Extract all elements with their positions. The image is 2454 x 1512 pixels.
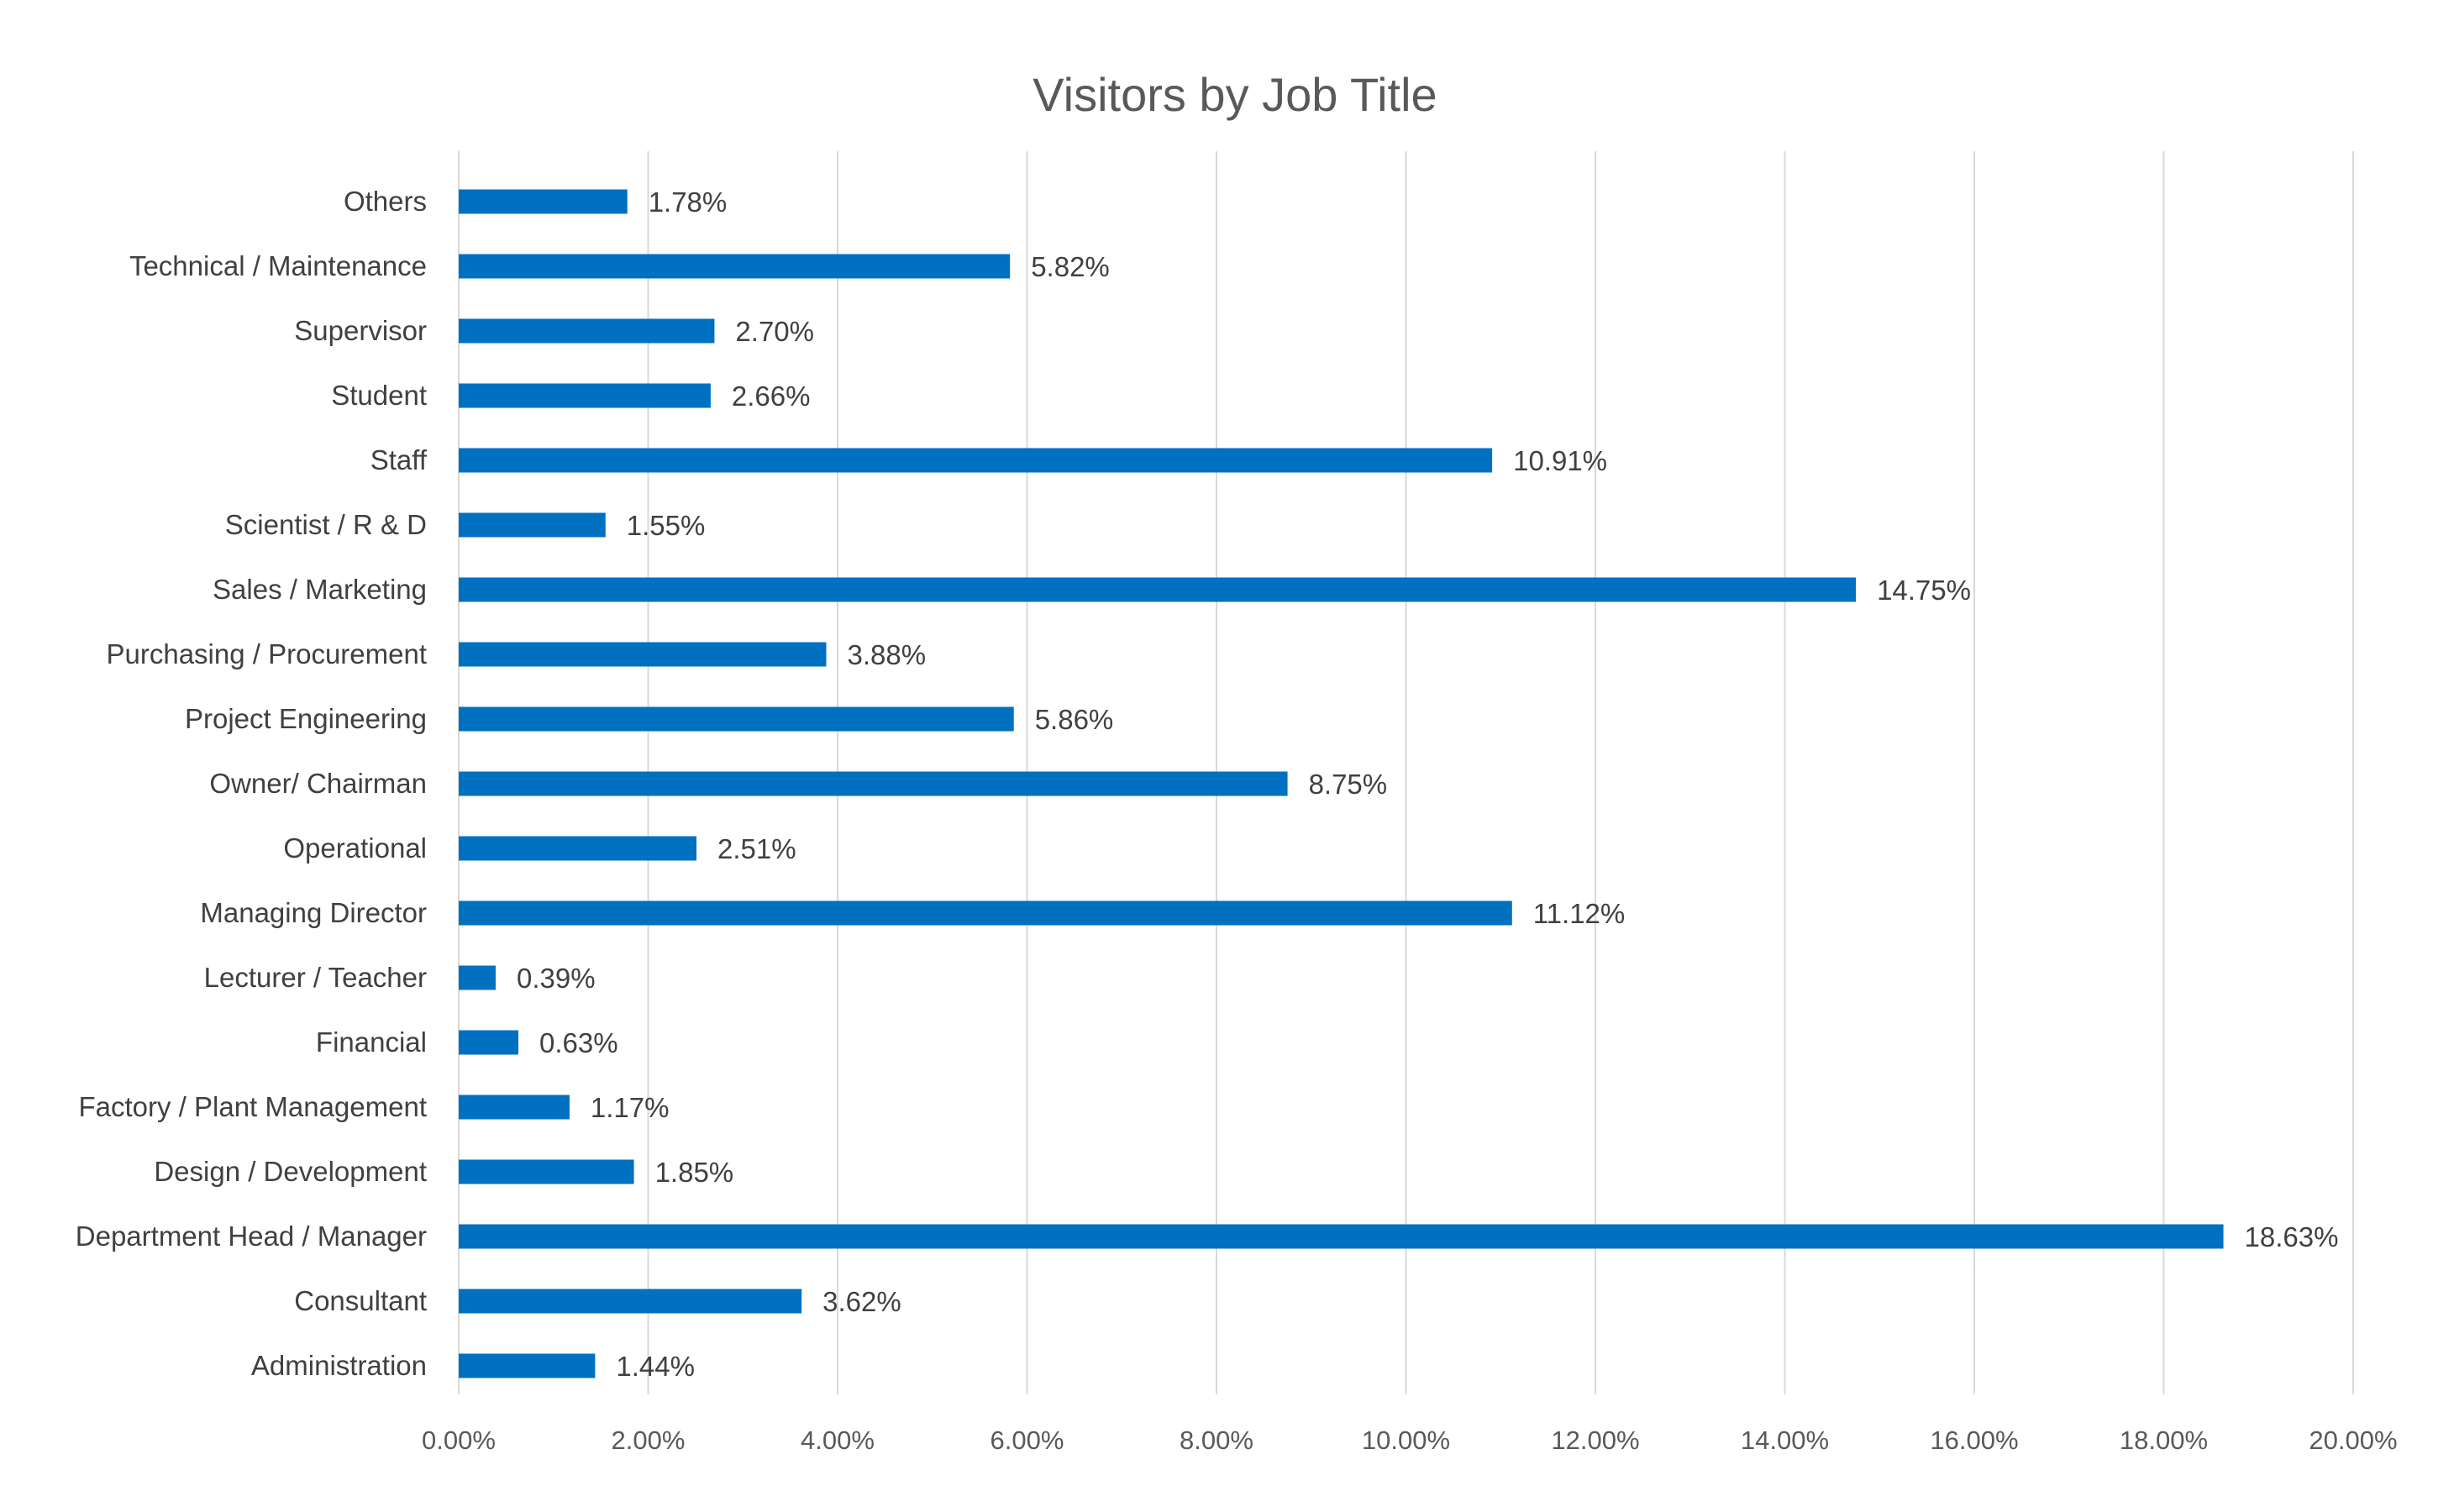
data-label: 2.66%	[732, 381, 811, 412]
data-label: 5.86%	[1035, 704, 1114, 735]
bars	[459, 189, 2224, 1378]
data-label: 3.62%	[822, 1286, 901, 1317]
category-label: Student	[331, 380, 427, 411]
x-tick-label: 6.00%	[991, 1425, 1064, 1455]
category-label: Technical / Maintenance	[129, 250, 427, 281]
bar	[459, 189, 628, 214]
bar	[459, 577, 1857, 602]
data-label: 3.88%	[847, 639, 926, 670]
x-tick-label: 10.00%	[1362, 1425, 1450, 1455]
category-label: Consultant	[294, 1285, 427, 1316]
category-label: Lecturer / Teacher	[204, 962, 427, 993]
category-label: Supervisor	[294, 315, 427, 346]
bar	[459, 318, 715, 344]
category-label: Sales / Marketing	[213, 574, 427, 605]
bar	[459, 771, 1288, 796]
data-label: 0.63%	[539, 1027, 618, 1058]
x-axis-tick-labels: 0.00% 2.00% 4.00% 6.00% 8.00% 10.00% 12.00% 14.…	[422, 1425, 2398, 1455]
category-label: Factory / Plant Management	[78, 1091, 427, 1122]
bar	[459, 1095, 570, 1120]
bar	[459, 1353, 596, 1378]
data-label: 1.85%	[655, 1157, 734, 1188]
bar	[459, 1289, 802, 1314]
category-label: Managing Director	[200, 897, 427, 928]
data-label: 18.63%	[2245, 1221, 2339, 1252]
x-tick-label: 0.00%	[422, 1425, 496, 1455]
x-tick-label: 20.00%	[2309, 1425, 2397, 1455]
category-labels: Others Technical / Maintenance Supervisor S…	[76, 186, 428, 1381]
data-label: 10.91%	[1513, 445, 1607, 476]
data-label: 1.55%	[627, 510, 706, 541]
x-tick-label: 8.00%	[1180, 1425, 1253, 1455]
x-tick-label: 2.00%	[612, 1425, 686, 1455]
bar	[459, 1159, 634, 1184]
category-label: Staff	[370, 444, 428, 475]
data-label: 1.78%	[649, 186, 728, 218]
bar	[459, 1030, 519, 1055]
data-label: 11.12%	[1533, 898, 1625, 929]
bar	[459, 512, 606, 538]
x-tick-label: 14.00%	[1741, 1425, 1829, 1455]
category-label: Scientist / R & D	[225, 509, 427, 540]
x-tick-label: 16.00%	[1930, 1425, 2018, 1455]
x-tick-label: 4.00%	[801, 1425, 875, 1455]
chart-title: Visitors by Job Title	[1033, 68, 1437, 121]
x-tick-label: 18.00%	[2120, 1425, 2208, 1455]
data-label: 8.75%	[1309, 769, 1388, 800]
data-label: 5.82%	[1031, 251, 1110, 282]
category-label: Administration	[251, 1350, 427, 1381]
bar	[459, 836, 697, 861]
category-label: Department Head / Manager	[76, 1221, 427, 1252]
bar	[459, 254, 1011, 279]
data-label: 0.39%	[517, 963, 596, 994]
bar	[459, 642, 827, 667]
bar	[459, 706, 1014, 732]
bar	[459, 965, 496, 990]
bar	[459, 1224, 2224, 1249]
category-label: Project Engineering	[185, 703, 427, 734]
category-label: Design / Development	[154, 1156, 427, 1187]
bar	[459, 448, 1493, 473]
bar	[459, 383, 711, 408]
category-label: Purchasing / Procurement	[106, 638, 427, 669]
x-tick-label: 12.00%	[1551, 1425, 1639, 1455]
data-label: 14.75%	[1877, 575, 1971, 606]
bar	[459, 900, 1512, 926]
data-label: 2.70%	[735, 316, 814, 347]
category-label: Owner/ Chairman	[209, 768, 427, 799]
category-label: Operational	[283, 832, 427, 864]
category-label: Financial	[316, 1026, 427, 1058]
data-label: 1.44%	[616, 1351, 695, 1382]
data-label: 2.51%	[717, 833, 796, 864]
category-label: Others	[344, 186, 427, 217]
data-labels: 1.78% 5.82% 2.70% 2.66% 10.91% 1.55% 14.75% 3.8…	[517, 186, 2338, 1382]
data-label: 1.17%	[591, 1092, 670, 1123]
